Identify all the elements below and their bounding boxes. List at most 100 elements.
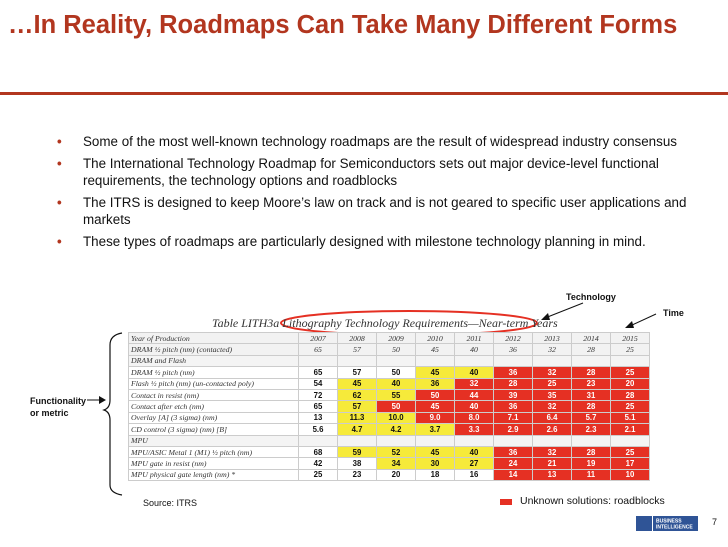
table-cell: 20 (376, 468, 416, 482)
table-cell (610, 434, 650, 447)
table-cell: 65 (298, 400, 338, 413)
table-cell: 5.7 (571, 411, 611, 425)
table-row: MPU (128, 434, 650, 447)
table-cell: 50 (415, 388, 455, 402)
table-cell: 36 (493, 400, 533, 413)
bullet-text: Some of the most well-known technology r… (83, 134, 677, 149)
table-cell: 10.0 (376, 411, 416, 425)
table-header-row: Year of Production 2007 2008 2009 2010 2011 20… (128, 331, 650, 345)
metric-label: or metric (30, 408, 69, 418)
table-row: Contact after etch (nm) 65 57 50 45 40 36 32 28 2… (128, 400, 650, 413)
table-cell: 36 (415, 377, 455, 390)
year-header-cell: 2013 (532, 331, 572, 345)
slide-title: …In Reality, Roadmaps Can Take Many Diff… (8, 11, 678, 39)
table-cell: 35 (532, 388, 572, 402)
time-arrowhead (625, 321, 634, 328)
year-header-cell: 2007 (298, 331, 338, 345)
table-cell: 23 (571, 377, 611, 390)
table-cell (376, 434, 416, 447)
bullet-item: • The International Technology Roadmap fo… (57, 155, 707, 189)
table-cell: 62 (337, 388, 377, 402)
curly-brace (102, 332, 123, 496)
table-cell: 57 (337, 343, 377, 356)
table-cell: 40 (454, 400, 494, 413)
row-label: Contact in resist (nm) (128, 388, 299, 402)
table-cell: 20 (610, 377, 650, 390)
table-row: MPU physical gate length (nm) * 25 23 20 18 1… (128, 468, 650, 482)
table-cell: 25 (532, 377, 572, 390)
table-cell: 50 (376, 400, 416, 413)
year-header-cell: 2008 (337, 331, 377, 345)
table-cell: 42 (298, 457, 338, 470)
table-cell: 17 (610, 457, 650, 470)
table-cell: 24 (493, 457, 533, 470)
table-cell: 28 (571, 445, 611, 459)
table-cell (571, 434, 611, 447)
page-number: 7 (712, 517, 718, 527)
year-header-cell: 2011 (454, 331, 494, 345)
table-cell: 4.2 (376, 423, 416, 436)
row-label: DRAM ½ pitch (nm) (128, 366, 299, 379)
table-cell: 45 (337, 377, 377, 390)
table-cell: 25 (610, 366, 650, 379)
bullet-marker: • (57, 234, 62, 249)
year-header-cell: 2009 (376, 331, 416, 345)
bullet-text: The International Technology Roadmap for… (83, 156, 659, 188)
table-cell: 2.3 (571, 423, 611, 436)
table-cell: 23 (337, 468, 377, 482)
time-label: Time (663, 308, 684, 318)
year-header-cell: 2014 (571, 331, 611, 345)
table-cell (415, 354, 455, 368)
bullet-item: • The ITRS is designed to keep Moore’s la… (57, 194, 707, 228)
table-row: MPU/ASIC Metal 1 (M1) ½ pitch (nm) 68 59 52… (128, 445, 650, 459)
row-label: DRAM and Flash (128, 354, 299, 368)
table-cell: 2.6 (532, 423, 572, 436)
bullet-item: • Some of the most well-known technology … (57, 133, 707, 150)
logo-text-2: INTELLIGENCE (656, 525, 693, 531)
table-cell (532, 354, 572, 368)
year-header-cell: 2010 (415, 331, 455, 345)
table-row: Contact in resist (nm) 72 62 55 50 44 39 35 31 28 (128, 388, 650, 402)
table-cell (415, 434, 455, 447)
table-cell: 39 (493, 388, 533, 402)
bullet-marker: • (57, 134, 62, 149)
bullet-text: These types of roadmaps are particularly… (83, 234, 646, 249)
table-cell: 3.3 (454, 423, 494, 436)
row-label: MPU physical gate length (nm) * (128, 468, 299, 482)
table-row: DRAM and Flash (128, 354, 650, 368)
source-note: Source: ITRS (143, 498, 198, 508)
table-cell: 14 (493, 468, 533, 482)
table-cell: 16 (454, 468, 494, 482)
table-cell: 36 (493, 366, 533, 379)
table-row: CD control (3 sigma) (nm) [B] 5.6 4.7 4.2 3.… (128, 423, 650, 436)
table-cell: 5.1 (610, 411, 650, 425)
table-cell: 68 (298, 445, 338, 459)
year-header-cell: 2015 (610, 331, 650, 345)
table-cell: 28 (571, 343, 611, 356)
table-cell: 45 (415, 445, 455, 459)
table-cell: 57 (337, 366, 377, 379)
bullet-marker: • (57, 156, 62, 171)
table-cell: 13 (298, 411, 338, 425)
table-cell: 25 (298, 468, 338, 482)
bullet-text: The ITRS is designed to keep Moore’s law… (83, 195, 687, 227)
table-cell: 65 (298, 343, 338, 356)
table-cell: 38 (337, 457, 377, 470)
bullet-item: • These types of roadmaps are particularl… (57, 233, 707, 250)
title-divider (0, 92, 728, 95)
row-label: CD control (3 sigma) (nm) [B] (128, 423, 299, 436)
roadblock-legend-swatch (500, 499, 512, 505)
table-cell: 28 (571, 400, 611, 413)
table-cell (610, 354, 650, 368)
table-cell: 50 (376, 366, 416, 379)
row-label: MPU (128, 434, 299, 447)
table-cell: 4.7 (337, 423, 377, 436)
table-cell: 44 (454, 388, 494, 402)
table-cell: 28 (493, 377, 533, 390)
table-cell: 31 (571, 388, 611, 402)
table-cell: 40 (454, 343, 494, 356)
table-cell: 2.1 (610, 423, 650, 436)
table-row: DRAM ½ pitch (nm) 65 57 50 45 40 36 32 28 25 (128, 366, 650, 379)
itrs-lithography-table: Year of Production 2007 2008 2009 2010 2011 20… (128, 331, 650, 482)
row-label: MPU gate in resist (nm) (128, 457, 299, 470)
